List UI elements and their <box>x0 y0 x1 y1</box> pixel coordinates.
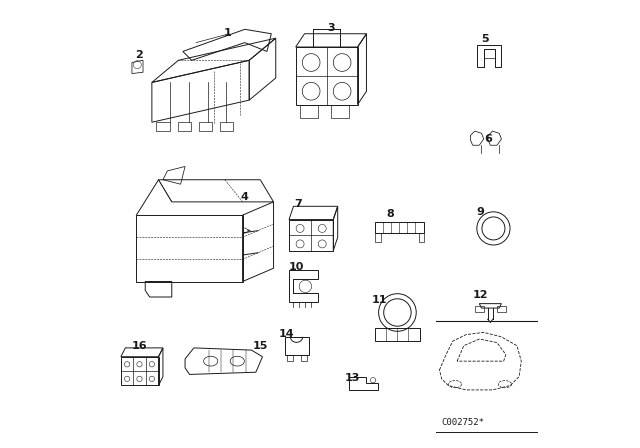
Text: C002752*: C002752* <box>442 418 484 426</box>
Text: 11: 11 <box>372 295 387 305</box>
Text: 8: 8 <box>386 209 394 219</box>
Text: 6: 6 <box>484 134 492 144</box>
Text: 4: 4 <box>241 193 249 202</box>
Text: 15: 15 <box>253 340 268 351</box>
Text: 7: 7 <box>294 199 301 209</box>
Text: 2: 2 <box>135 50 143 60</box>
Text: 14: 14 <box>278 329 294 339</box>
Text: 16: 16 <box>132 340 147 351</box>
Text: 5: 5 <box>481 34 489 44</box>
Text: 9: 9 <box>477 207 484 217</box>
Text: 12: 12 <box>472 290 488 300</box>
Text: 1: 1 <box>223 28 231 38</box>
Text: 10: 10 <box>289 263 304 272</box>
Text: 3: 3 <box>327 23 335 34</box>
Text: 13: 13 <box>345 373 360 383</box>
